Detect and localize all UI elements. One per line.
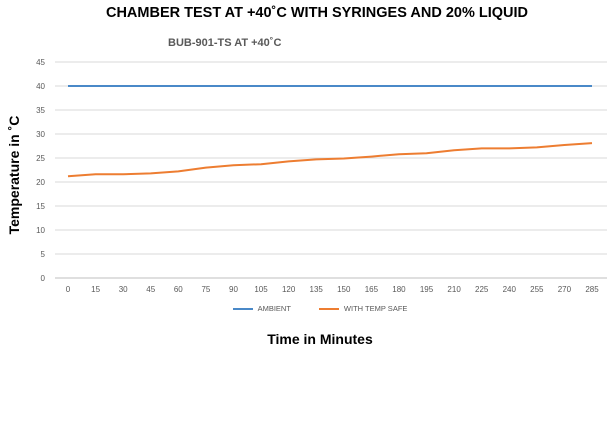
x-tick-label: 0 — [66, 285, 71, 294]
x-tick-label: 30 — [119, 285, 128, 294]
x-tick-label: 240 — [503, 285, 517, 294]
chart-subtitle: BUB-901-TS AT +40˚C — [168, 37, 282, 49]
x-tick-label: 210 — [447, 285, 461, 294]
x-tick-label: 270 — [558, 285, 572, 294]
legend-item: AMBIENT — [232, 304, 291, 313]
y-tick-label: 5 — [41, 250, 46, 259]
x-tick-label: 60 — [174, 285, 183, 294]
x-tick-label: 105 — [254, 285, 268, 294]
legend-label: WITH TEMP SAFE — [343, 304, 408, 313]
x-tick-label: 45 — [146, 285, 155, 294]
x-tick-label: 195 — [420, 285, 434, 294]
y-tick-label: 45 — [36, 58, 45, 67]
x-tick-label: 165 — [365, 285, 379, 294]
x-tick-label: 225 — [475, 285, 489, 294]
series-line-with-temp-safe — [67, 142, 593, 178]
y-tick-label: 15 — [36, 202, 45, 211]
x-tick-label: 135 — [310, 285, 324, 294]
y-tick-label: 40 — [36, 82, 45, 91]
y-tick-label: 20 — [36, 178, 45, 187]
x-tick-label: 285 — [585, 285, 599, 294]
legend-swatch — [318, 307, 339, 310]
y-tick-label: 30 — [36, 130, 45, 139]
x-tick-label: 120 — [282, 285, 296, 294]
legend-label: AMBIENT — [257, 304, 291, 313]
y-tick-label: 0 — [41, 274, 46, 283]
y-tick-label: 35 — [36, 106, 45, 115]
x-axis-label: Time in Minutes — [267, 331, 373, 347]
x-tick-label: 255 — [530, 285, 544, 294]
legend: AMBIENT WITH TEMP SAFE — [0, 304, 610, 313]
legend-item: WITH TEMP SAFE — [318, 304, 408, 313]
y-tick-label: 10 — [36, 226, 45, 235]
chart-title: CHAMBER TEST AT +40˚C WITH SYRINGES AND … — [105, 5, 528, 21]
x-tick-label: 75 — [201, 285, 210, 294]
x-tick-label: 180 — [392, 285, 406, 294]
x-tick-label: 15 — [91, 285, 100, 294]
x-tick-label: 90 — [229, 285, 238, 294]
legend-swatch — [232, 307, 253, 310]
y-tick-label: 25 — [36, 154, 45, 163]
x-tick-label: 150 — [337, 285, 351, 294]
